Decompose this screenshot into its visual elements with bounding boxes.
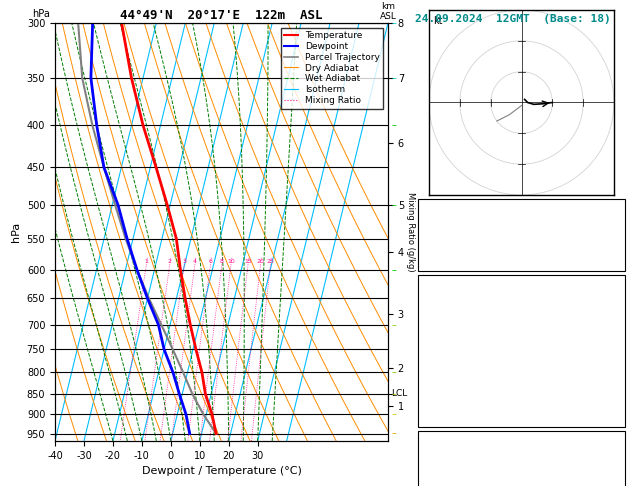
Text: Most Unstable: Most Unstable [483, 434, 560, 443]
Title: 44°49'N  20°17'E  122m  ASL: 44°49'N 20°17'E 122m ASL [120, 9, 323, 22]
Text: 15: 15 [244, 259, 252, 264]
Text: 0: 0 [615, 380, 621, 390]
Text: 24: 24 [609, 201, 621, 211]
Text: LCL: LCL [391, 389, 408, 399]
Text: –: – [392, 320, 396, 330]
Text: 8: 8 [220, 259, 224, 264]
Text: Temp (°C): Temp (°C) [423, 291, 476, 300]
Text: 800: 800 [603, 447, 621, 457]
Y-axis label: hPa: hPa [11, 222, 21, 242]
Text: 5.9: 5.9 [603, 313, 621, 323]
Text: 4: 4 [193, 259, 197, 264]
Text: Totals Totals: Totals Totals [423, 224, 499, 234]
Text: Pressure (mb): Pressure (mb) [423, 447, 499, 457]
Text: Dewp (°C): Dewp (°C) [423, 313, 476, 323]
Text: 24.09.2024  12GMT  (Base: 18): 24.09.2024 12GMT (Base: 18) [415, 14, 611, 24]
Text: –: – [392, 200, 396, 210]
Text: 0: 0 [615, 402, 621, 412]
Text: 20: 20 [257, 259, 265, 264]
Text: Lifted Index: Lifted Index [423, 358, 493, 367]
Text: kt: kt [433, 16, 442, 26]
Text: 1: 1 [145, 259, 148, 264]
Text: 13: 13 [609, 358, 621, 367]
Text: 2: 2 [168, 259, 172, 264]
Text: 10: 10 [227, 259, 235, 264]
Text: –: – [392, 367, 396, 377]
Text: –: – [392, 265, 396, 275]
Text: –: – [392, 409, 396, 419]
Text: PW (cm): PW (cm) [423, 246, 464, 256]
Text: 15: 15 [609, 291, 621, 300]
Text: –: – [392, 389, 396, 399]
Legend: Temperature, Dewpoint, Parcel Trajectory, Dry Adiabat, Wet Adiabat, Isotherm, Mi: Temperature, Dewpoint, Parcel Trajectory… [281, 28, 384, 108]
Text: 25: 25 [267, 259, 274, 264]
Text: 3: 3 [182, 259, 186, 264]
Text: θₑ(K): θₑ(K) [423, 335, 452, 345]
Text: θₑ (K): θₑ (K) [423, 469, 458, 479]
X-axis label: Dewpoint / Temperature (°C): Dewpoint / Temperature (°C) [142, 466, 301, 476]
Text: –: – [392, 429, 396, 438]
Text: CIN (J): CIN (J) [423, 402, 464, 412]
Text: –: – [392, 73, 396, 83]
Y-axis label: Mixing Ratio (g/kg): Mixing Ratio (g/kg) [406, 192, 415, 272]
Text: hPa: hPa [31, 9, 50, 19]
Text: Surface: Surface [501, 277, 542, 287]
Text: km
ASL: km ASL [379, 2, 396, 21]
Text: 304: 304 [603, 335, 621, 345]
Text: CAPE (J): CAPE (J) [423, 380, 469, 390]
Text: –: – [392, 18, 396, 28]
Text: –: – [392, 121, 396, 130]
Text: K: K [423, 201, 428, 211]
Text: 44: 44 [609, 224, 621, 234]
Text: 318: 318 [603, 469, 621, 479]
Text: 6: 6 [209, 259, 213, 264]
Text: 2.15: 2.15 [597, 246, 621, 256]
